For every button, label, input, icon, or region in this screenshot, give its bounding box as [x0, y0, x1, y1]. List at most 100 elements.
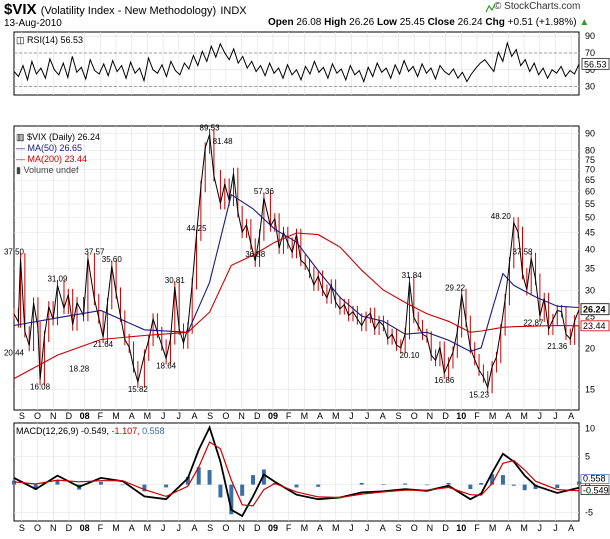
x-tick-label: F — [474, 411, 480, 421]
price-current-value: 26.24 — [583, 305, 606, 315]
x-tick-label-macd: M — [144, 523, 152, 533]
rsi-current-value: 56.53 — [584, 59, 607, 69]
macd-histogram-bar — [240, 484, 245, 496]
price-tick-label: 15 — [585, 385, 595, 395]
x-tick-label: S — [19, 411, 25, 421]
macd-histogram-bar — [229, 484, 234, 515]
price-annotation: 44.25 — [187, 224, 208, 233]
x-tick-label-macd: A — [568, 523, 574, 533]
x-tick-label: A — [191, 411, 197, 421]
rsi-panel — [13, 31, 580, 96]
macd-histogram-bar — [533, 484, 538, 490]
price-panel — [13, 125, 580, 411]
price-annotation: 37.58 — [512, 247, 533, 256]
x-tick-label-macd: M — [112, 523, 120, 533]
open-value: 26.08 — [296, 17, 322, 28]
price-tick-label: 40 — [585, 245, 595, 255]
x-tick-label: M — [520, 411, 528, 421]
price-annotation: 31.84 — [402, 271, 423, 280]
macd-histogram-bar — [207, 470, 212, 485]
price-tick-label: 55 — [585, 199, 595, 209]
price-annotation: 16.86 — [434, 376, 455, 385]
chg-value: +0.51 (+1.98%) — [507, 17, 577, 28]
high-label: High — [324, 17, 347, 28]
x-tick-label: M — [301, 411, 309, 421]
macd-histogram-bar — [555, 484, 560, 488]
x-tick-label-macd: M — [489, 523, 497, 533]
price-annotation: 18.28 — [69, 364, 90, 373]
x-tick-label-macd: 10 — [456, 523, 466, 533]
x-tick-label-macd: O — [222, 523, 229, 533]
macd-histogram-bar — [55, 480, 60, 485]
price-tick-label: 65 — [585, 175, 595, 185]
price-tick-label: 50 — [585, 213, 595, 223]
x-tick-label-macd: D — [66, 523, 73, 533]
index-name: (Volatility Index - New Methodology) — [40, 5, 217, 17]
price-tick-label: 25 — [585, 312, 595, 322]
macd-histogram-bar — [98, 481, 103, 485]
price-annotation: 57.36 — [254, 187, 275, 196]
price-annotation: 31.09 — [47, 274, 68, 283]
macd-histogram-bar — [424, 484, 429, 486]
rsi-line — [13, 41, 580, 84]
macd-histogram-bar — [120, 484, 125, 486]
macd-histogram-bar — [185, 476, 190, 485]
macd-histogram-bar — [381, 484, 386, 485]
hist-value-box — [580, 474, 610, 484]
macd-histogram-bar — [490, 473, 495, 485]
macd-legend-part: -1.107, — [112, 426, 143, 436]
macd-tick-label: -5 — [585, 508, 593, 518]
macd-histogram-bar — [446, 482, 451, 485]
macd-histogram-bar — [164, 484, 169, 488]
x-tick-label-macd: J — [365, 523, 370, 533]
chart-title: $VIX (Volatility Index - New Methodology… — [4, 1, 247, 18]
x-tick-label: F — [286, 411, 292, 421]
macd-tick-label: 10 — [585, 424, 595, 434]
x-tick-label-macd: D — [442, 523, 449, 533]
close-value: 26.24 — [457, 17, 483, 28]
x-tick-label: D — [442, 411, 449, 421]
ma200-current-value: 23.44 — [583, 321, 606, 331]
x-tick-label-macd: S — [19, 523, 25, 533]
rsi-tick-label: 90 — [585, 31, 595, 41]
macd-histogram-bar — [522, 484, 527, 491]
price-legend-title: ▥ $VIX (Daily) 26.24 — [16, 132, 100, 142]
price-tick-label: 80 — [585, 146, 595, 156]
macd-histogram-bar — [316, 484, 321, 487]
macd-histogram-bar — [12, 480, 16, 485]
x-tick-label: D — [254, 411, 261, 421]
price-tick-label: 90 — [585, 129, 595, 139]
x-tick-label: J — [365, 411, 370, 421]
x-tick-label-macd: N — [238, 523, 245, 533]
x-tick-label: A — [317, 411, 323, 421]
price-annotation: 15.23 — [469, 390, 490, 399]
x-tick-label-macd: M — [301, 523, 309, 533]
x-tick-label: M — [489, 411, 497, 421]
x-tick-label-macd: 09 — [268, 523, 278, 533]
x-tick-label-macd: N — [50, 523, 57, 533]
macd-legend-part: -0.549, — [81, 426, 112, 436]
macd-histogram-bar — [142, 484, 147, 492]
hist-current-value: 0.558 — [583, 473, 606, 483]
x-tick-label-macd: J — [538, 523, 543, 533]
x-tick-label-macd: D — [254, 523, 261, 533]
macd-legend: MACD(12,26,9) -0.549, -1.107, 0.558 — [16, 426, 165, 436]
price-tick-label: 75 — [585, 155, 595, 165]
macd-histogram-bar — [577, 481, 581, 485]
x-tick-label-macd: S — [207, 523, 213, 533]
rsi-value-box — [581, 57, 610, 70]
macd-legend-part: 0.558 — [142, 426, 165, 436]
price-annotation: 16.08 — [30, 383, 51, 392]
ma200-value-box — [580, 320, 610, 332]
price-annotation: 29.22 — [445, 283, 466, 292]
price-tick-label: 35 — [585, 264, 595, 274]
x-tick-label: M — [332, 411, 340, 421]
macd-histogram-bar — [261, 469, 266, 485]
x-tick-label-macd: 08 — [80, 523, 90, 533]
chg-label: Chg — [485, 17, 505, 28]
x-tick-label: O — [34, 411, 41, 421]
signal-line — [13, 441, 580, 507]
price-annotation: 81.48 — [213, 137, 234, 146]
macd-histogram-bar — [251, 475, 256, 485]
